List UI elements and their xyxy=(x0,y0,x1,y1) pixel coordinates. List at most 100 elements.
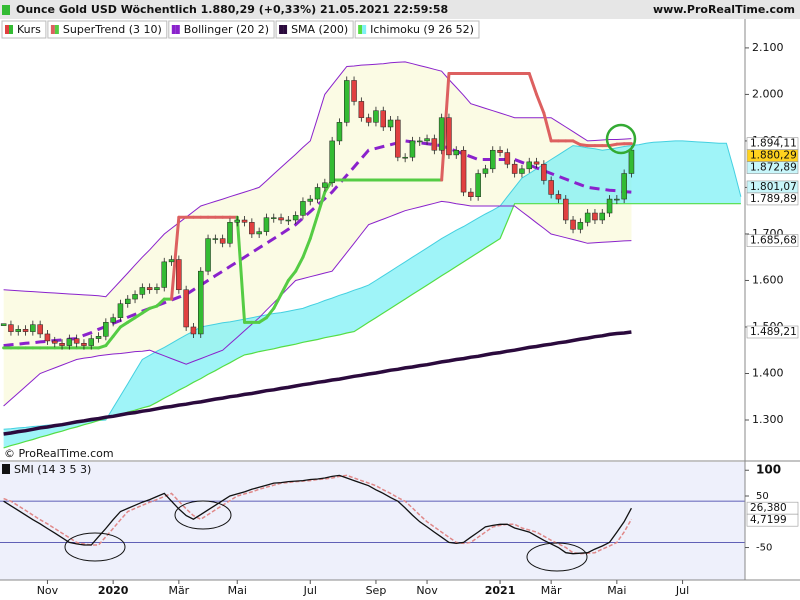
candle xyxy=(52,340,58,344)
candle xyxy=(424,138,430,142)
annotation-circle xyxy=(605,123,637,155)
supertrend-segment xyxy=(279,278,290,296)
candle xyxy=(628,149,635,174)
candle xyxy=(395,119,401,158)
candle xyxy=(322,182,328,188)
candle xyxy=(59,343,65,346)
candle xyxy=(37,324,43,335)
supertrend-segment xyxy=(104,334,115,348)
x-tick-label: Jul xyxy=(675,584,689,597)
candle xyxy=(168,259,175,263)
supertrend-segment xyxy=(294,255,305,273)
candle xyxy=(249,222,255,235)
supertrend-segment xyxy=(155,297,166,308)
legend-swatch xyxy=(5,25,9,34)
candle xyxy=(44,333,51,342)
x-tick-label: Mai xyxy=(607,584,626,597)
chart-title: Ounce Gold USD Wöchentlich 1.880,29 (+0,… xyxy=(16,3,448,16)
candle xyxy=(504,152,511,165)
price-badge-label: 1.685,68 xyxy=(750,235,797,247)
ichimoku-cloud xyxy=(3,140,741,448)
supertrend-segment xyxy=(316,190,327,217)
annotation-ellipse xyxy=(174,500,232,530)
legend-swatch xyxy=(283,25,288,34)
price-badge xyxy=(746,513,799,527)
legend-swatch xyxy=(362,25,367,34)
smi-line xyxy=(3,474,632,555)
candle xyxy=(460,149,467,193)
candle xyxy=(234,219,240,223)
legend-swatch xyxy=(54,25,59,34)
source: www.ProRealTime.com xyxy=(653,3,795,16)
legend-box xyxy=(275,20,354,39)
y-tick-label: 1.600 xyxy=(752,273,784,286)
candle xyxy=(344,80,350,123)
supertrend-segment xyxy=(170,215,181,301)
candle xyxy=(482,168,489,174)
candle xyxy=(256,231,262,235)
legend-swatch xyxy=(358,25,363,34)
supertrend-segment xyxy=(235,215,247,324)
supertrend-segment xyxy=(308,213,320,241)
candle xyxy=(117,303,124,318)
candle xyxy=(15,329,21,332)
supertrend-segment xyxy=(535,92,546,115)
sma-line xyxy=(3,330,632,436)
candle xyxy=(329,140,335,184)
price-badge xyxy=(746,192,799,206)
candle xyxy=(278,217,284,221)
price-badge-label: 4,7199 xyxy=(750,514,787,526)
candle xyxy=(292,215,299,221)
legend-item: SuperTrend (3 10) xyxy=(47,20,168,39)
bollinger-fill xyxy=(3,61,632,407)
candle xyxy=(519,168,525,174)
y-tick-label: -50 xyxy=(756,543,772,554)
candle xyxy=(592,212,598,221)
candle xyxy=(285,219,292,222)
candle xyxy=(365,117,372,123)
price-badge-label: 1.880,29 xyxy=(750,150,797,162)
candle xyxy=(541,163,547,181)
supertrend-segment xyxy=(440,71,451,182)
legend-item: Kurs xyxy=(1,20,47,39)
candle xyxy=(30,324,36,332)
legend-label: Ichimoku (9 26 52) xyxy=(370,23,474,36)
candle xyxy=(314,187,321,200)
legend-box xyxy=(47,20,168,39)
smi-plot-bg xyxy=(0,462,745,580)
candle xyxy=(490,149,496,170)
supertrend-segment xyxy=(301,237,312,259)
x-tick-label: Sep xyxy=(366,584,387,597)
y-tick-label: 50 xyxy=(756,491,769,502)
candle xyxy=(358,101,365,118)
legend-swatch xyxy=(171,25,176,34)
x-tick-label: 2021 xyxy=(485,584,516,597)
candle xyxy=(161,261,167,288)
candle xyxy=(139,287,146,295)
legend-item: SMA (200) xyxy=(275,20,354,39)
price-badge-label: 1.789,89 xyxy=(750,193,797,205)
candle xyxy=(73,338,80,344)
watermark: © ProRealTime.com xyxy=(4,447,114,460)
candle xyxy=(351,80,357,102)
legend-item: Bollinger (20 2) xyxy=(168,20,275,39)
smi-icon xyxy=(2,464,10,474)
smi-title: SMI (14 3 5 3) xyxy=(14,463,91,476)
legend-box xyxy=(168,20,275,39)
legend-box xyxy=(354,20,480,39)
y-tick-label: 100 xyxy=(756,463,781,477)
title-icon xyxy=(2,5,10,15)
candle xyxy=(497,149,503,153)
legend-label: Bollinger (20 2) xyxy=(184,23,269,36)
candle xyxy=(577,222,584,230)
price-badge xyxy=(746,234,799,247)
candle xyxy=(621,173,627,200)
price-badge-label: 1.489,21 xyxy=(750,326,797,338)
candle xyxy=(103,322,109,337)
price-badge-label: 1.872,89 xyxy=(750,162,797,174)
candle xyxy=(431,138,438,151)
legend-item: Ichimoku (9 26 52) xyxy=(354,20,480,39)
annotation-ellipse xyxy=(64,532,126,562)
candle xyxy=(417,140,423,143)
